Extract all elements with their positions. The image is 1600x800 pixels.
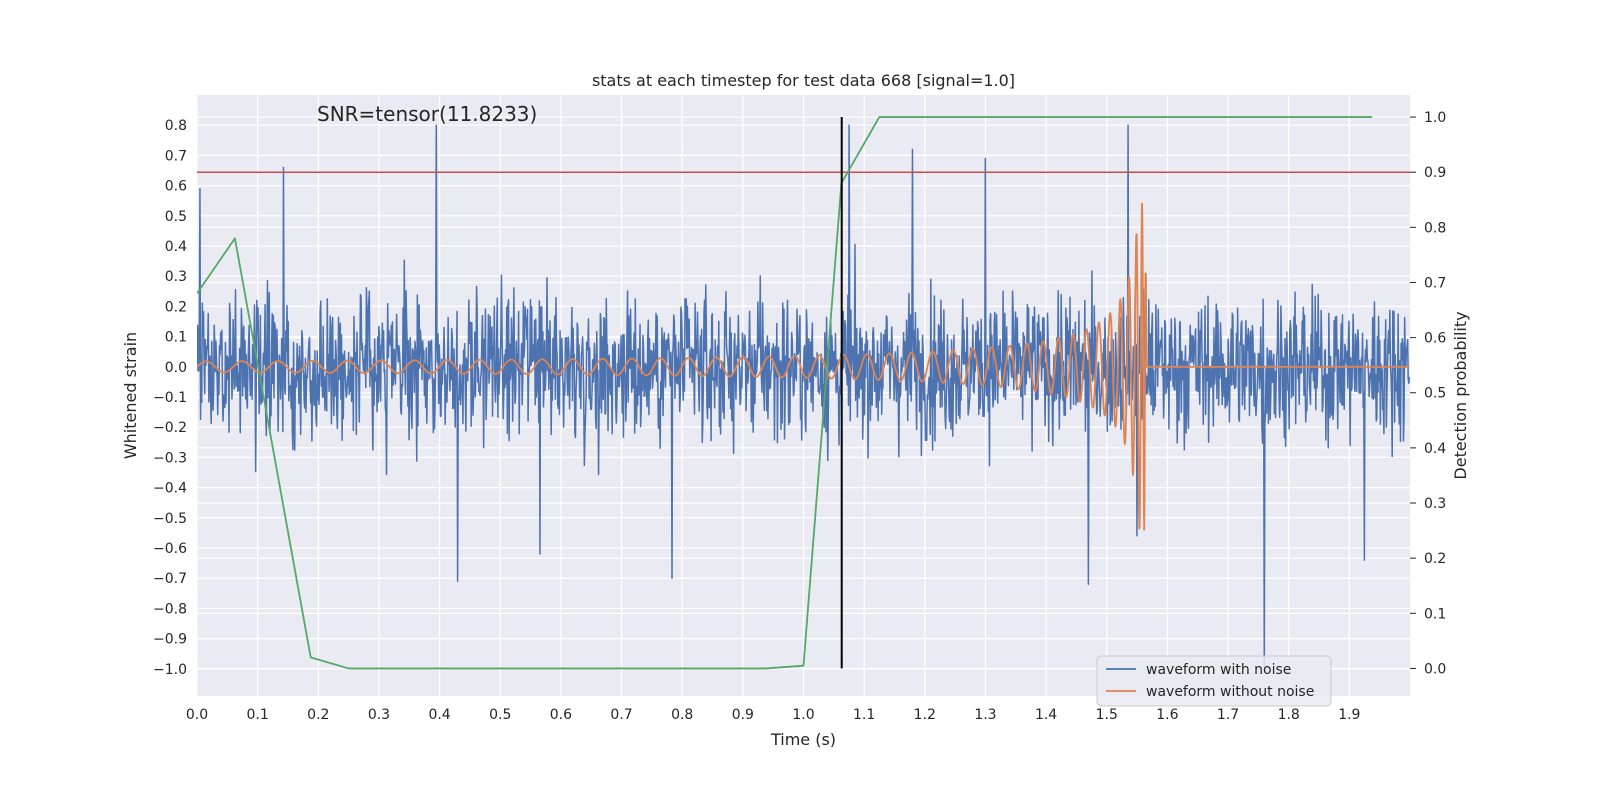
x-tick-label: 1.3 [974, 707, 996, 723]
y-tick-label: −0.2 [153, 420, 187, 436]
x-tick-label: 0.9 [732, 707, 754, 723]
y-tick-label: −1.0 [153, 662, 187, 678]
y2-tick-label: 0.1 [1424, 606, 1446, 622]
y2-tick-label: 0.9 [1424, 165, 1446, 181]
y-tick-label: −0.9 [153, 632, 187, 648]
x-tick-label: 1.6 [1156, 707, 1178, 723]
y-tick-label: 0.6 [165, 179, 187, 195]
x-tick-label: 1.1 [853, 707, 875, 723]
legend-label-noise: waveform with noise [1146, 662, 1291, 678]
snr-annotation: SNR=tensor(11.8233) [317, 102, 537, 126]
y2-tick-label: 0.6 [1424, 331, 1446, 347]
series-line-probability [197, 116, 1373, 670]
y-tick-label: −0.6 [153, 541, 187, 557]
x-tick-label: 1.7 [1217, 707, 1239, 723]
y2-tick-label: 0.8 [1424, 220, 1446, 236]
y2-tick-label: 0.3 [1424, 496, 1446, 512]
y-tick-label: −0.3 [153, 450, 187, 466]
chart-title: stats at each timestep for test data 668… [592, 71, 1015, 90]
y-tick-label: 0.0 [165, 360, 187, 376]
x-axis-ticks: 0.0 0.1 0.2 0.3 0.4 0.5 0.6 0.7 0.8 0.9 1.0 1.1 1.2 1… [186, 707, 1361, 723]
x-tick-label: 0.7 [610, 707, 632, 723]
x-tick-label: 0.2 [307, 707, 329, 723]
y-axis-label: Whitened strain [121, 332, 140, 459]
x-tick-label: 0.0 [186, 707, 208, 723]
y2-tick-label: 0.0 [1424, 661, 1446, 677]
y2-tick-label: 0.2 [1424, 551, 1446, 567]
y2-tick-label: 0.7 [1424, 275, 1446, 291]
x-tick-label: 0.5 [489, 707, 511, 723]
y-tick-label: −0.4 [153, 481, 187, 497]
legend: waveform with noise waveform without noi… [1096, 655, 1332, 707]
y-tick-label: 0.7 [165, 148, 187, 164]
y2-tick-label: 0.4 [1424, 441, 1446, 457]
y-tick-label: 0.5 [165, 209, 187, 225]
x-tick-label: 0.8 [671, 707, 693, 723]
x-axis-label: Time (s) [770, 730, 836, 749]
y-tick-label: −0.5 [153, 511, 187, 527]
x-tick-label: 0.4 [428, 707, 450, 723]
y2-tick-label: 1.0 [1424, 110, 1446, 126]
x-tick-label: 0.1 [247, 707, 269, 723]
x-tick-label: 1.5 [1096, 707, 1118, 723]
right-axis-ticks: 1.0 0.9 0.8 0.7 0.6 0.5 0.4 0.3 0.2 0.1 0.0 [1410, 110, 1446, 677]
series-line-noise [197, 124, 1410, 670]
y-tick-label: 0.4 [165, 239, 187, 255]
series-line-clean [197, 202, 1410, 531]
series-layer [197, 116, 1410, 670]
legend-box [1096, 655, 1332, 707]
x-tick-label: 0.6 [550, 707, 572, 723]
x-tick-label: 1.8 [1278, 707, 1300, 723]
x-tick-label: 1.2 [914, 707, 936, 723]
y-tick-label: 0.8 [165, 118, 187, 134]
y2-axis-label: Detection probability [1451, 311, 1470, 479]
y-tick-label: 0.2 [165, 299, 187, 315]
x-tick-label: 0.3 [368, 707, 390, 723]
x-tick-label: 1.4 [1035, 707, 1057, 723]
x-tick-label: 1.0 [792, 707, 814, 723]
y-tick-label: 0.1 [165, 330, 187, 346]
left-axis-ticks: 0.8 0.7 0.6 0.5 0.4 0.3 0.2 0.1 0.0 −0.1 −0.2 −0.3 −… [153, 118, 187, 678]
x-tick-label: 1.9 [1338, 707, 1360, 723]
legend-label-clean: waveform without noise [1146, 684, 1314, 700]
y-tick-label: −0.1 [153, 390, 187, 406]
y2-tick-label: 0.5 [1424, 386, 1446, 402]
y-tick-label: −0.7 [153, 571, 187, 587]
y-tick-label: 0.3 [165, 269, 187, 285]
y-tick-label: −0.8 [153, 601, 187, 617]
